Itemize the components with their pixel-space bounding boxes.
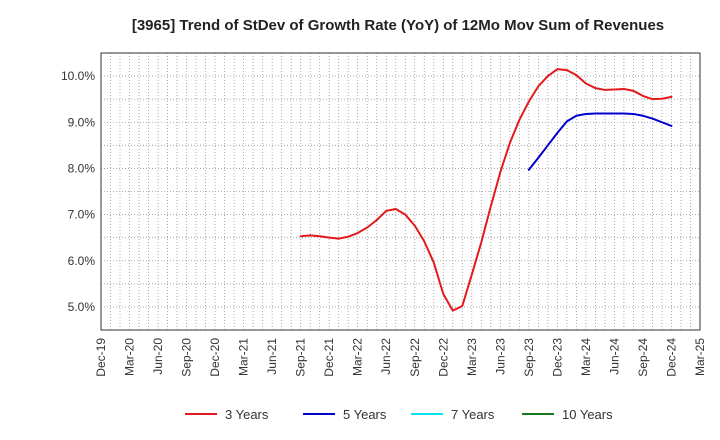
y-tick-label: 5.0% [68, 300, 96, 314]
x-tick-label: Jun-22 [379, 338, 393, 375]
x-tick-label: Sep-23 [522, 338, 536, 377]
x-tick-label: Mar-23 [465, 338, 479, 376]
legend-label-10-years: 10 Years [562, 407, 613, 422]
x-tick-label: Dec-22 [436, 338, 450, 377]
x-tick-label: Sep-22 [408, 338, 422, 377]
series-line-3-years [299, 68, 673, 312]
y-tick-label: 8.0% [68, 161, 96, 175]
x-tick-label: Dec-24 [664, 338, 678, 377]
x-tick-label: Jun-24 [607, 338, 621, 375]
x-tick-label: Sep-21 [294, 338, 308, 377]
x-tick-label: Dec-20 [208, 338, 222, 377]
x-tick-label: Jun-21 [265, 338, 279, 375]
y-tick-label: 9.0% [68, 115, 96, 129]
legend-label-3-years: 3 Years [225, 407, 269, 422]
y-tick-label: 7.0% [68, 208, 96, 222]
x-tick-label: Mar-25 [693, 338, 707, 376]
series-line-5-years [527, 112, 673, 171]
x-tick-label: Mar-22 [351, 338, 365, 376]
x-tick-label: Dec-21 [322, 338, 336, 377]
legend-label-7-years: 7 Years [451, 407, 495, 422]
x-tick-label: Mar-20 [123, 338, 137, 376]
y-tick-label: 6.0% [68, 254, 96, 268]
plot-frame [100, 52, 701, 331]
plot-area [101, 53, 700, 330]
x-tick-label: Jun-20 [151, 338, 165, 375]
x-tick-label: Mar-24 [579, 338, 593, 376]
x-tick-label: Dec-23 [550, 338, 564, 377]
x-tick-label: Mar-21 [237, 338, 251, 376]
x-tick-label: Sep-24 [636, 338, 650, 377]
chart-title: [3965] Trend of StDev of Growth Rate (Yo… [132, 17, 664, 34]
x-tick-label: Dec-19 [94, 338, 108, 377]
legend-label-5-years: 5 Years [343, 407, 387, 422]
x-tick-label: Sep-20 [180, 338, 194, 377]
x-tick-label: Jun-23 [493, 338, 507, 375]
y-tick-label: 10.0% [61, 69, 95, 83]
